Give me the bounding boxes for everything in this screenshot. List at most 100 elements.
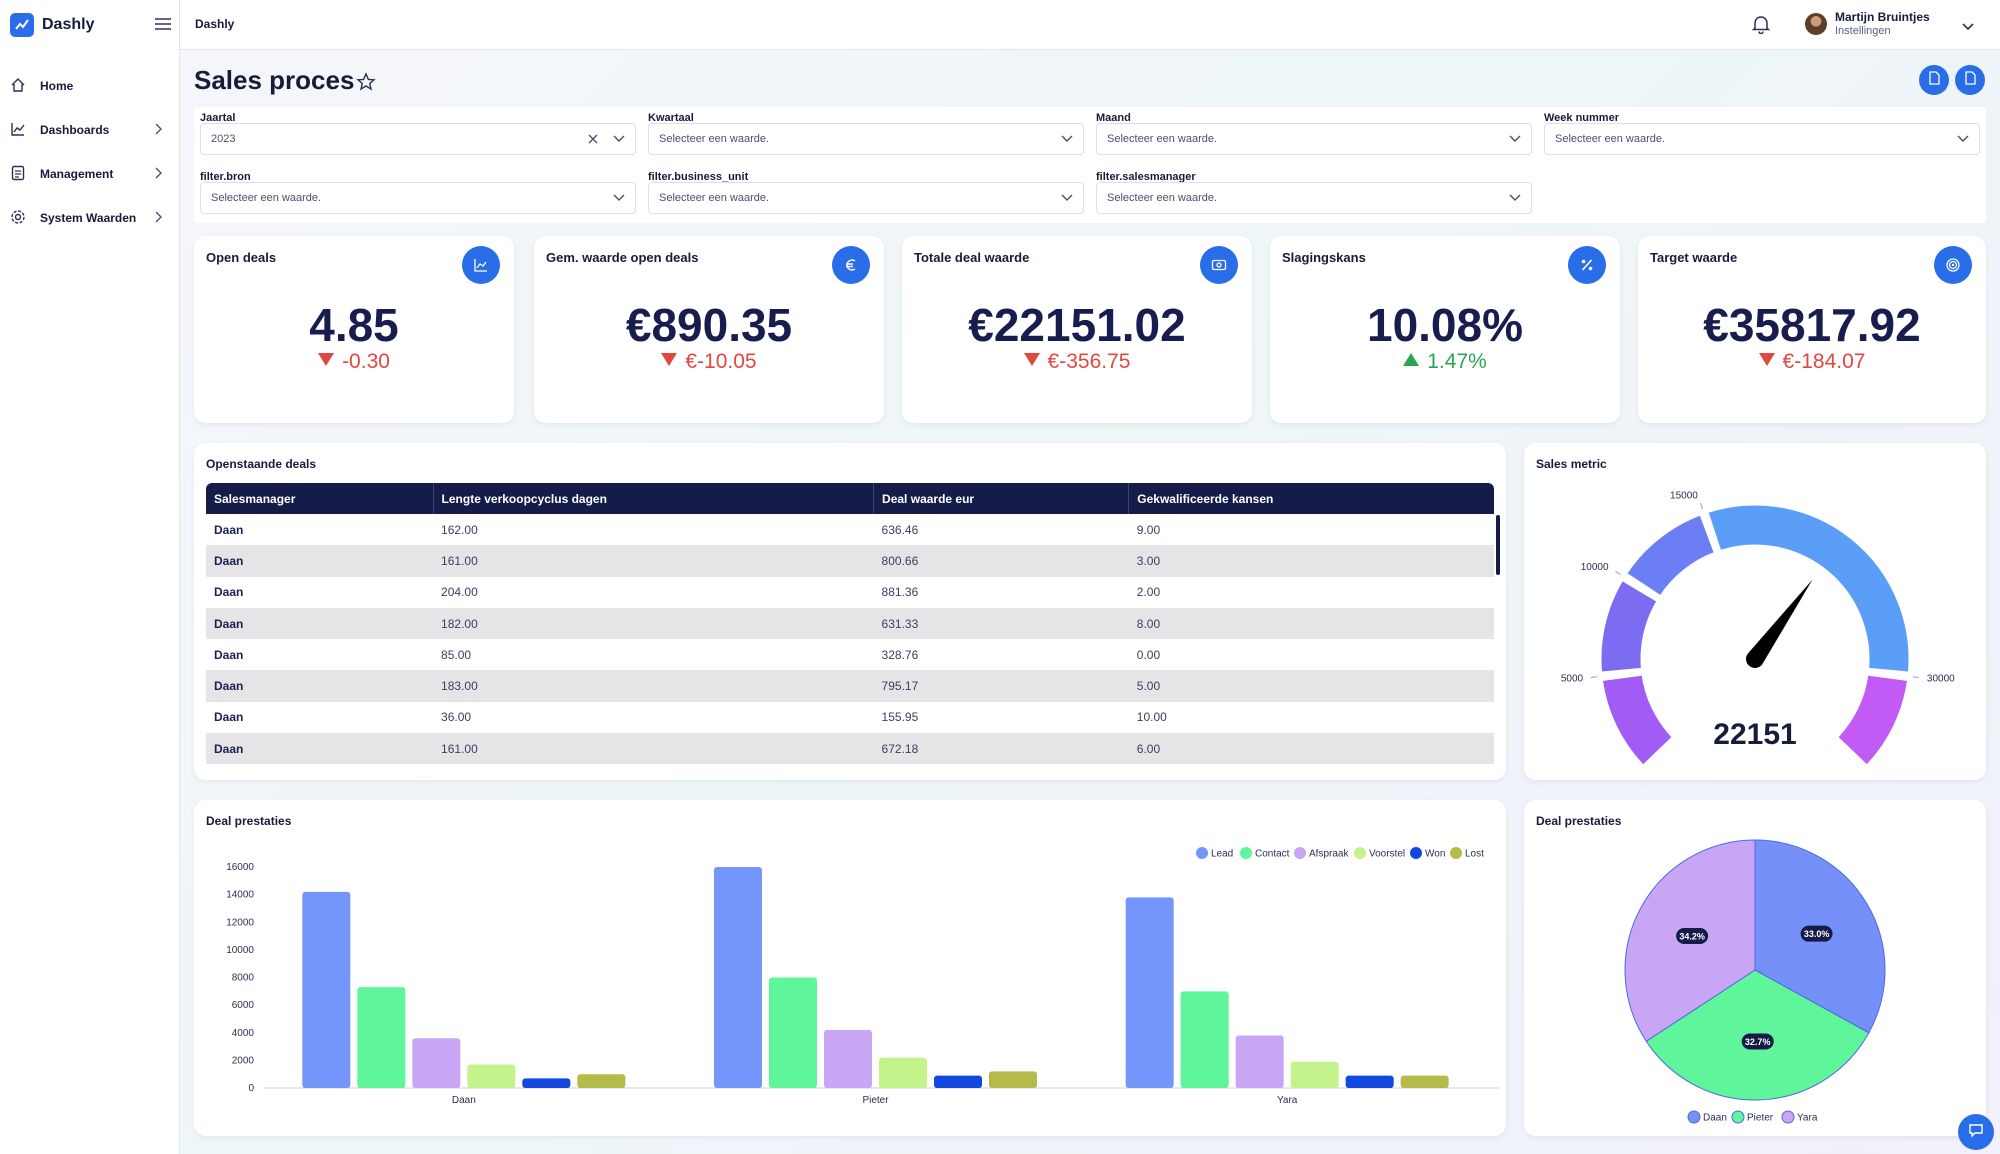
- legend-label: Won: [1425, 849, 1445, 860]
- table-cell: 800.66: [881, 553, 919, 568]
- chat-button[interactable]: [1958, 1114, 1994, 1150]
- table-row[interactable]: Daan 182.00 631.33 8.00: [206, 607, 1494, 640]
- target-icon: [1934, 246, 1972, 284]
- table-cell: 182.00: [441, 616, 478, 631]
- table-row[interactable]: Daan 36.00 155.95 10.00: [206, 702, 1494, 733]
- table-row[interactable]: Daan 162.00 636.46 9.00: [206, 514, 1494, 545]
- pie-label: 32.7%: [1745, 1037, 1771, 1047]
- sidebar-item-home[interactable]: Home: [0, 64, 179, 108]
- star-icon[interactable]: [356, 72, 376, 97]
- chevron-down-icon: [613, 134, 625, 146]
- bar: [879, 1057, 927, 1088]
- column-header[interactable]: Gekwalificeerde kansen: [1128, 483, 1494, 514]
- gear-icon: [10, 209, 26, 228]
- table-cell: 3.00: [1136, 553, 1161, 568]
- filter-select-week-nummer[interactable]: Selecteer een waarde.: [1544, 123, 1980, 155]
- filter-select-bron[interactable]: Selecteer een waarde.: [200, 182, 636, 214]
- euro-icon: [832, 246, 870, 284]
- sidebar-item-management[interactable]: Management: [0, 152, 179, 196]
- kpi-card-slagingskans: Slagingskans 10.08% 1.47%: [1270, 236, 1620, 423]
- gauge-segment: [1705, 502, 1912, 675]
- deals-table-scroll[interactable]: Salesmanager Lengte verkoopcyclus dagen …: [206, 483, 1494, 768]
- kpi-delta-value: €-10.05: [685, 350, 757, 373]
- export-file-button[interactable]: [1955, 65, 1985, 95]
- filter-select-business-unit[interactable]: Selecteer een waarde.: [648, 182, 1084, 214]
- filter-label-jaartal: Jaartal: [200, 112, 236, 124]
- kpi-delta: €-184.07: [1638, 350, 1986, 374]
- kpi-value: €22151.02: [968, 299, 1186, 351]
- y-tick-label: 4000: [232, 1028, 255, 1039]
- table-row[interactable]: Daan 161.00 800.66 3.00: [206, 545, 1494, 577]
- brand[interactable]: Dashly: [0, 0, 179, 50]
- kpi-delta-value: -0.30: [342, 350, 390, 373]
- chevron-down-icon: [613, 193, 625, 205]
- table-scrollbar[interactable]: [1496, 515, 1500, 575]
- table-cell: Daan: [214, 522, 244, 537]
- table-cell: Daan: [214, 616, 244, 631]
- column-header[interactable]: Deal waarde eur: [873, 483, 1130, 514]
- home-icon: [10, 77, 26, 96]
- table-cell: 5.00: [1136, 679, 1161, 694]
- cash-icon: [1200, 246, 1238, 284]
- x-tick-label: Pieter: [862, 1095, 889, 1106]
- y-tick-label: 10000: [226, 945, 254, 956]
- table-row[interactable]: Daan 161.00 672.18 6.00: [206, 733, 1494, 765]
- legend-label: Daan: [1703, 1113, 1727, 1124]
- filter-select-maand[interactable]: Selecteer een waarde.: [1096, 123, 1532, 155]
- gauge-segment: [1599, 672, 1675, 768]
- chevron-down-icon[interactable]: [1962, 18, 1974, 36]
- y-tick-label: 12000: [226, 917, 254, 928]
- bell-icon[interactable]: [1751, 14, 1771, 39]
- chart-line-icon: [10, 121, 26, 140]
- deals-table-card: Openstaande deals Salesmanager Lengte ve…: [194, 443, 1506, 780]
- gauge-segment: [1598, 577, 1660, 675]
- table-row[interactable]: Daan 183.00 795.17 5.00: [206, 670, 1494, 702]
- sidebar-item-dashboards[interactable]: Dashboards: [0, 108, 179, 152]
- column-header[interactable]: Lengte verkoopcyclus dagen: [433, 483, 875, 514]
- table-cell: Daan: [214, 741, 244, 756]
- filter-label-kwartaal: Kwartaal: [648, 112, 694, 124]
- user-settings-link[interactable]: Instellingen: [1835, 25, 1891, 37]
- filter-placeholder: Selecteer een waarde.: [1107, 192, 1218, 204]
- table-row[interactable]: Daan 85.00 328.76 0.00: [206, 639, 1494, 670]
- bar: [522, 1078, 571, 1088]
- legend-swatch: [1410, 847, 1422, 859]
- trend-down-icon: [1023, 353, 1040, 366]
- menu-icon[interactable]: [155, 17, 171, 36]
- user-name[interactable]: Martijn Bruintjes: [1835, 10, 1930, 24]
- chevron-down-icon: [1509, 134, 1521, 146]
- legend-swatch: [1450, 847, 1462, 859]
- kpi-title: Slagingskans: [1282, 250, 1366, 265]
- avatar[interactable]: [1805, 13, 1827, 35]
- kpi-delta: -0.30: [194, 350, 514, 374]
- gauge-tick-label: 15000: [1670, 491, 1698, 502]
- brand-name: Dashly: [42, 16, 95, 33]
- legend-label: Afspraak: [1309, 849, 1349, 860]
- table-cell: 161.00: [441, 741, 478, 756]
- filter-select-kwartaal[interactable]: Selecteer een waarde.: [648, 123, 1084, 155]
- bar: [467, 1064, 516, 1088]
- topbar: Dashly Martijn Bruintjes Instellingen: [180, 0, 2000, 50]
- bar-chart-card: Deal prestaties 0 2000 4000 6000 8000 10000 12…: [194, 800, 1506, 1136]
- table-row[interactable]: Daan 204.00 881.36 2.00: [206, 577, 1494, 608]
- close-icon[interactable]: [587, 133, 599, 148]
- filter-select-salesmanager[interactable]: Selecteer een waarde.: [1096, 182, 1532, 214]
- bar: [1125, 897, 1174, 1088]
- kpi-card-gem-waarde: Gem. waarde open deals €890.35 €-10.05: [534, 236, 884, 423]
- document-icon: [10, 165, 26, 184]
- kpi-delta: €-10.05: [534, 350, 884, 374]
- bar-chart-title: Deal prestaties: [206, 814, 292, 828]
- filter-select-jaartal[interactable]: 2023: [200, 123, 636, 155]
- chevron-down-icon: [1509, 193, 1521, 205]
- deals-table: Salesmanager Lengte verkoopcyclus dagen …: [206, 483, 1494, 765]
- bar: [714, 867, 762, 1088]
- table-header-row: Salesmanager Lengte verkoopcyclus dagen …: [206, 483, 1494, 514]
- kpi-title: Open deals: [206, 250, 277, 265]
- export-pdf-button[interactable]: [1919, 65, 1949, 95]
- pie-label-badge: [1676, 928, 1709, 945]
- sidebar-item-system-waarden[interactable]: System Waarden: [0, 196, 179, 240]
- file-icon: [1928, 70, 1940, 90]
- table-cell: 162.00: [441, 522, 478, 537]
- filter-value: 2023: [211, 133, 236, 145]
- column-header[interactable]: Salesmanager: [206, 483, 434, 514]
